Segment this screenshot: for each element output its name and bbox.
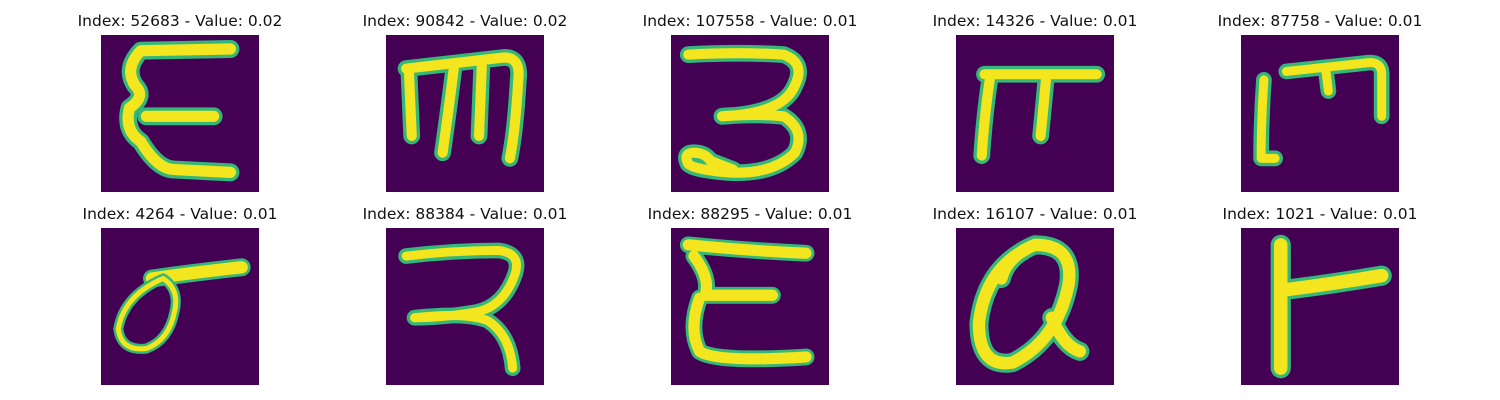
sample-title: Index: 14326 - Value: 0.01 (932, 12, 1138, 30)
sample-title: Index: 52683 - Value: 0.02 (77, 12, 283, 30)
sample-title: Index: 87758 - Value: 0.01 (1217, 12, 1423, 30)
sample-title: Index: 90842 - Value: 0.02 (362, 12, 568, 30)
digit-image (386, 35, 544, 192)
digit-image (386, 228, 544, 385)
digit-image (956, 228, 1114, 385)
sample-title: Index: 16107 - Value: 0.01 (932, 205, 1138, 223)
sample-title: Index: 88384 - Value: 0.01 (362, 205, 568, 223)
digit-image (671, 228, 829, 385)
digit-image (1241, 35, 1399, 192)
digit-image (1241, 228, 1399, 385)
digit-image (956, 35, 1114, 192)
sample-title: Index: 107558 - Value: 0.01 (642, 12, 858, 30)
digit-image (101, 228, 259, 385)
sample-title: Index: 1021 - Value: 0.01 (1222, 205, 1418, 223)
sample-title: Index: 88295 - Value: 0.01 (647, 205, 853, 223)
sample-title: Index: 4264 - Value: 0.01 (82, 205, 278, 223)
digit-image (101, 35, 259, 192)
digit-image (671, 35, 829, 192)
